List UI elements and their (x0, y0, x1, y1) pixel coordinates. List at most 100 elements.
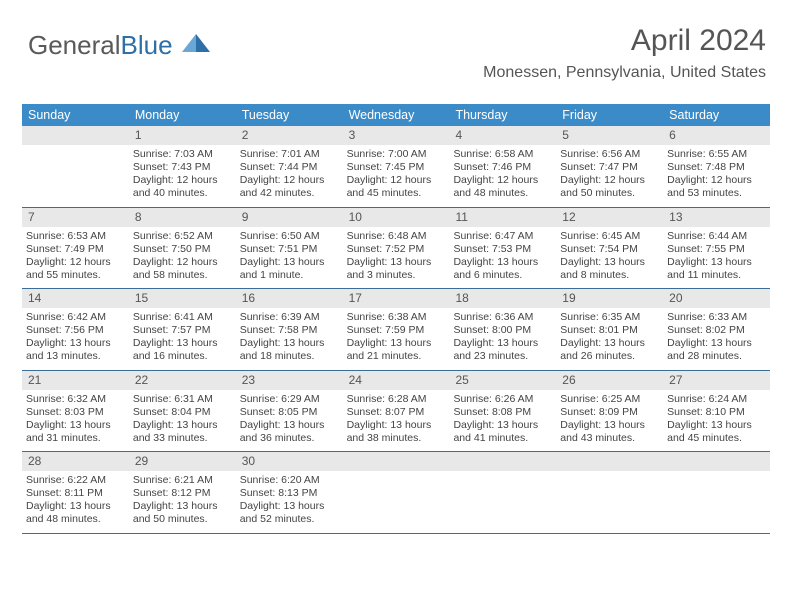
daylight-text: Daylight: 13 hours and 28 minutes. (667, 337, 766, 363)
day-cell: 26 Sunrise: 6:25 AMSunset: 8:09 PMDayligh… (556, 371, 663, 452)
day-cell: 7Sunrise: 6:53 AMSunset: 7:49 PMDaylight… (22, 208, 129, 289)
sunset-text: Sunset: 8:04 PM (133, 406, 232, 419)
daylight-text: Daylight: 12 hours and 42 minutes. (240, 174, 339, 200)
sunset-text: Sunset: 7:49 PM (26, 243, 125, 256)
day-number: 8 (129, 208, 236, 227)
day-number: 29 (129, 452, 236, 471)
sunrise-text: Sunrise: 6:21 AM (133, 474, 232, 487)
day-cell: 9Sunrise: 6:50 AMSunset: 7:51 PMDaylight… (236, 208, 343, 289)
day-number: 15 (129, 289, 236, 308)
sunrise-text: Sunrise: 6:56 AM (560, 148, 659, 161)
day-cell: 13Sunrise: 6:44 AMSunset: 7:55 PMDayligh… (663, 208, 770, 289)
sunset-text: Sunset: 7:44 PM (240, 161, 339, 174)
day-number: 26 (556, 371, 663, 390)
day-cell (663, 452, 770, 533)
day-number: 23 (236, 371, 343, 390)
daylight-text: Daylight: 13 hours and 33 minutes. (133, 419, 232, 445)
day-details: Sunrise: 6:53 AMSunset: 7:49 PMDaylight:… (26, 230, 125, 283)
day-details: Sunrise: 6:50 AMSunset: 7:51 PMDaylight:… (240, 230, 339, 283)
day-number: 27 (663, 371, 770, 390)
day-details: Sunrise: 7:01 AMSunset: 7:44 PMDaylight:… (240, 148, 339, 201)
daylight-text: Daylight: 12 hours and 53 minutes. (667, 174, 766, 200)
day-details: Sunrise: 6:24 AMSunset: 8:10 PMDaylight:… (667, 393, 766, 446)
daylight-text: Daylight: 12 hours and 50 minutes. (560, 174, 659, 200)
daylight-text: Daylight: 13 hours and 52 minutes. (240, 500, 339, 526)
day-cell: 10Sunrise: 6:48 AMSunset: 7:52 PMDayligh… (343, 208, 450, 289)
sunrise-text: Sunrise: 6:32 AM (26, 393, 125, 406)
week-row: 28Sunrise: 6:22 AMSunset: 8:11 PMDayligh… (22, 452, 770, 534)
day-details: Sunrise: 6:52 AMSunset: 7:50 PMDaylight:… (133, 230, 232, 283)
week-row: 1 Sunrise: 7:03 AMSunset: 7:43 PMDaylight… (22, 126, 770, 208)
day-number: 21 (22, 371, 129, 390)
day-number: 3 (343, 126, 450, 145)
day-number: 30 (236, 452, 343, 471)
sunrise-text: Sunrise: 6:25 AM (560, 393, 659, 406)
day-details: Sunrise: 7:03 AMSunset: 7:43 PMDaylight:… (133, 148, 232, 201)
sunset-text: Sunset: 8:08 PM (453, 406, 552, 419)
day-details: Sunrise: 6:42 AMSunset: 7:56 PMDaylight:… (26, 311, 125, 364)
sunrise-text: Sunrise: 7:00 AM (347, 148, 446, 161)
daylight-text: Daylight: 13 hours and 50 minutes. (133, 500, 232, 526)
sunrise-text: Sunrise: 6:28 AM (347, 393, 446, 406)
day-cell: 30Sunrise: 6:20 AMSunset: 8:13 PMDayligh… (236, 452, 343, 533)
sunrise-text: Sunrise: 6:24 AM (667, 393, 766, 406)
day-cell: 8 Sunrise: 6:52 AMSunset: 7:50 PMDaylight… (129, 208, 236, 289)
day-cell: 28Sunrise: 6:22 AMSunset: 8:11 PMDayligh… (22, 452, 129, 533)
day-details: Sunrise: 6:35 AMSunset: 8:01 PMDaylight:… (560, 311, 659, 364)
sunrise-text: Sunrise: 6:50 AM (240, 230, 339, 243)
sunset-text: Sunset: 8:05 PM (240, 406, 339, 419)
day-cell: 21 Sunrise: 6:32 AMSunset: 8:03 PMDayligh… (22, 371, 129, 452)
day-cell (449, 452, 556, 533)
sunset-text: Sunset: 7:59 PM (347, 324, 446, 337)
day-number: 25 (449, 371, 556, 390)
day-number: 19 (556, 289, 663, 308)
day-cell: 22Sunrise: 6:31 AMSunset: 8:04 PMDayligh… (129, 371, 236, 452)
day-number: 11 (449, 208, 556, 227)
daylight-text: Daylight: 13 hours and 18 minutes. (240, 337, 339, 363)
sunset-text: Sunset: 8:07 PM (347, 406, 446, 419)
daylight-text: Daylight: 13 hours and 11 minutes. (667, 256, 766, 282)
day-details: Sunrise: 6:41 AMSunset: 7:57 PMDaylight:… (133, 311, 232, 364)
weekday-header: Saturday (663, 104, 770, 126)
day-number: 10 (343, 208, 450, 227)
calendar-grid: Sunday Monday Tuesday Wednesday Thursday… (22, 104, 770, 534)
sunset-text: Sunset: 8:13 PM (240, 487, 339, 500)
day-cell: 23Sunrise: 6:29 AMSunset: 8:05 PMDayligh… (236, 371, 343, 452)
sunrise-text: Sunrise: 6:29 AM (240, 393, 339, 406)
daylight-text: Daylight: 13 hours and 31 minutes. (26, 419, 125, 445)
daylight-text: Daylight: 12 hours and 48 minutes. (453, 174, 552, 200)
daylight-text: Daylight: 13 hours and 16 minutes. (133, 337, 232, 363)
day-cell: 11Sunrise: 6:47 AMSunset: 7:53 PMDayligh… (449, 208, 556, 289)
daylight-text: Daylight: 13 hours and 26 minutes. (560, 337, 659, 363)
sunrise-text: Sunrise: 6:53 AM (26, 230, 125, 243)
day-details: Sunrise: 6:32 AMSunset: 8:03 PMDaylight:… (26, 393, 125, 446)
sunset-text: Sunset: 7:56 PM (26, 324, 125, 337)
day-number: 1 (129, 126, 236, 145)
day-details: Sunrise: 6:58 AMSunset: 7:46 PMDaylight:… (453, 148, 552, 201)
sunrise-text: Sunrise: 6:52 AM (133, 230, 232, 243)
daylight-text: Daylight: 13 hours and 23 minutes. (453, 337, 552, 363)
day-cell: 6Sunrise: 6:55 AMSunset: 7:48 PMDaylight… (663, 126, 770, 207)
sunrise-text: Sunrise: 6:55 AM (667, 148, 766, 161)
sunrise-text: Sunrise: 6:35 AM (560, 311, 659, 324)
day-number: 13 (663, 208, 770, 227)
sunset-text: Sunset: 7:51 PM (240, 243, 339, 256)
day-cell: 15 Sunrise: 6:41 AMSunset: 7:57 PMDayligh… (129, 289, 236, 370)
sunset-text: Sunset: 7:47 PM (560, 161, 659, 174)
day-details: Sunrise: 6:28 AMSunset: 8:07 PMDaylight:… (347, 393, 446, 446)
day-cell: 5Sunrise: 6:56 AMSunset: 7:47 PMDaylight… (556, 126, 663, 207)
day-number: 20 (663, 289, 770, 308)
day-number (343, 452, 450, 471)
sunset-text: Sunset: 8:11 PM (26, 487, 125, 500)
day-number: 14 (22, 289, 129, 308)
day-cell: 16Sunrise: 6:39 AMSunset: 7:58 PMDayligh… (236, 289, 343, 370)
day-number: 12 (556, 208, 663, 227)
day-cell: 14 Sunrise: 6:42 AMSunset: 7:56 PMDayligh… (22, 289, 129, 370)
sunset-text: Sunset: 7:48 PM (667, 161, 766, 174)
week-row: 7Sunrise: 6:53 AMSunset: 7:49 PMDaylight… (22, 208, 770, 290)
day-details: Sunrise: 6:25 AMSunset: 8:09 PMDaylight:… (560, 393, 659, 446)
sunrise-text: Sunrise: 7:01 AM (240, 148, 339, 161)
sunset-text: Sunset: 7:52 PM (347, 243, 446, 256)
day-cell: 17Sunrise: 6:38 AMSunset: 7:59 PMDayligh… (343, 289, 450, 370)
sunset-text: Sunset: 7:57 PM (133, 324, 232, 337)
